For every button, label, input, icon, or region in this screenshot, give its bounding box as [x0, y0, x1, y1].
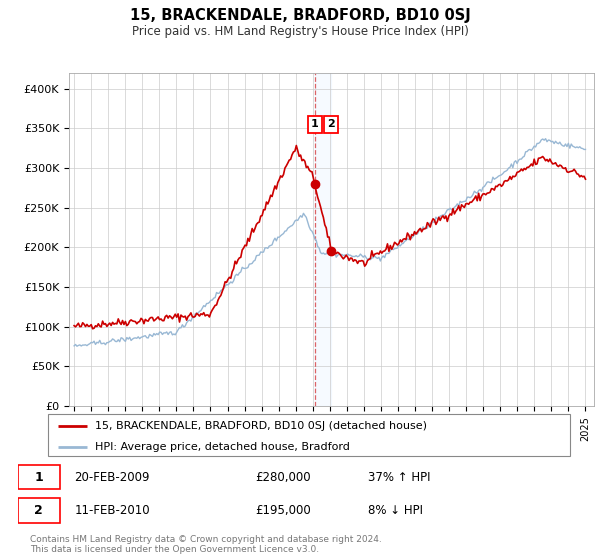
Text: 37% ↑ HPI: 37% ↑ HPI: [368, 471, 430, 484]
Text: 20-FEB-2009: 20-FEB-2009: [74, 471, 150, 484]
Text: Contains HM Land Registry data © Crown copyright and database right 2024.
This d: Contains HM Land Registry data © Crown c…: [30, 535, 382, 554]
FancyBboxPatch shape: [18, 465, 60, 489]
Text: 8% ↓ HPI: 8% ↓ HPI: [368, 504, 422, 517]
Text: 2: 2: [34, 504, 43, 517]
Text: Price paid vs. HM Land Registry's House Price Index (HPI): Price paid vs. HM Land Registry's House …: [131, 25, 469, 38]
Text: £280,000: £280,000: [255, 471, 311, 484]
Text: 1: 1: [311, 119, 319, 129]
Text: HPI: Average price, detached house, Bradford: HPI: Average price, detached house, Brad…: [95, 442, 350, 452]
Text: 15, BRACKENDALE, BRADFORD, BD10 0SJ (detached house): 15, BRACKENDALE, BRADFORD, BD10 0SJ (det…: [95, 421, 427, 431]
Bar: [315, 73, 331, 406]
Text: 1: 1: [34, 471, 43, 484]
Text: 15, BRACKENDALE, BRADFORD, BD10 0SJ: 15, BRACKENDALE, BRADFORD, BD10 0SJ: [130, 8, 470, 24]
FancyBboxPatch shape: [48, 414, 570, 456]
Text: £195,000: £195,000: [255, 504, 311, 517]
Text: 2: 2: [327, 119, 335, 129]
Text: 11-FEB-2010: 11-FEB-2010: [74, 504, 150, 517]
FancyBboxPatch shape: [18, 498, 60, 523]
